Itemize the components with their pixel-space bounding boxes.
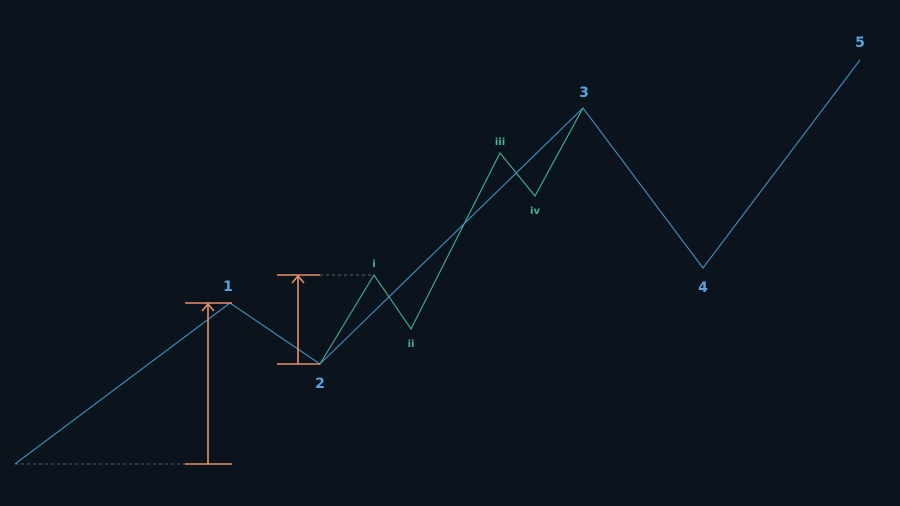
wave-label-iii: iii: [495, 137, 505, 148]
sub-wave-path: [319, 107, 584, 365]
wave-label-i: i: [372, 259, 375, 270]
measure-bracket-wave-1: [185, 302, 232, 465]
measure-bracket-wave-i: [277, 274, 320, 365]
measure-arrow-icon: [291, 274, 305, 284]
wave-label-4: 4: [698, 280, 708, 296]
wave-label-5: 5: [855, 35, 865, 51]
wave-label-ii: ii: [408, 339, 415, 350]
measure-arrow-icon: [201, 302, 215, 312]
wave-label-3: 3: [579, 85, 589, 101]
wave-label-1: 1: [223, 279, 233, 295]
wave-label-iv: iv: [530, 206, 540, 217]
main-wave-path: [14, 59, 861, 465]
wave-label-2: 2: [315, 376, 325, 392]
